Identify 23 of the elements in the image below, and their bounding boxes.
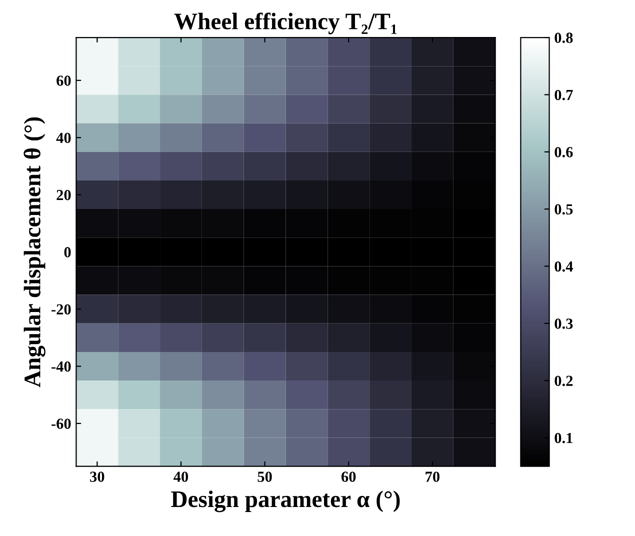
y-tick-label: -60 bbox=[52, 418, 71, 429]
x-tick-label: 50 bbox=[258, 472, 272, 482]
color-bar-label: 0.3 bbox=[554, 318, 573, 329]
color-bar-label: 0.5 bbox=[554, 204, 573, 215]
x-tick-label: 60 bbox=[342, 472, 356, 482]
color-bar-label: 0.7 bbox=[554, 90, 573, 100]
x-axis-title: Design parameter α (°) bbox=[171, 490, 400, 512]
y-tick-label: 20 bbox=[56, 190, 71, 200]
color-bar-label: 0.4 bbox=[554, 261, 573, 272]
y-tick-label: 0 bbox=[64, 247, 71, 258]
y-tick-label: 60 bbox=[56, 76, 71, 86]
x-tick-label: 30 bbox=[90, 472, 104, 482]
y-tick-label: -20 bbox=[52, 304, 71, 315]
y-tick-label: -40 bbox=[52, 361, 71, 372]
chart-title: Wheel efficiency T₂/T₁ bbox=[174, 12, 397, 34]
color-bar-label: 0.1 bbox=[554, 432, 572, 444]
y-axis-title: Angular displacement θ (°) bbox=[24, 117, 46, 388]
x-tick-label: 70 bbox=[426, 472, 440, 482]
color-bar-label: 0.8 bbox=[554, 32, 573, 44]
color-bar-label: 0.2 bbox=[554, 376, 573, 386]
y-tick-label: 40 bbox=[56, 132, 71, 144]
x-tick-label: 40 bbox=[174, 472, 188, 482]
color-bar-label: 0.6 bbox=[554, 147, 573, 158]
